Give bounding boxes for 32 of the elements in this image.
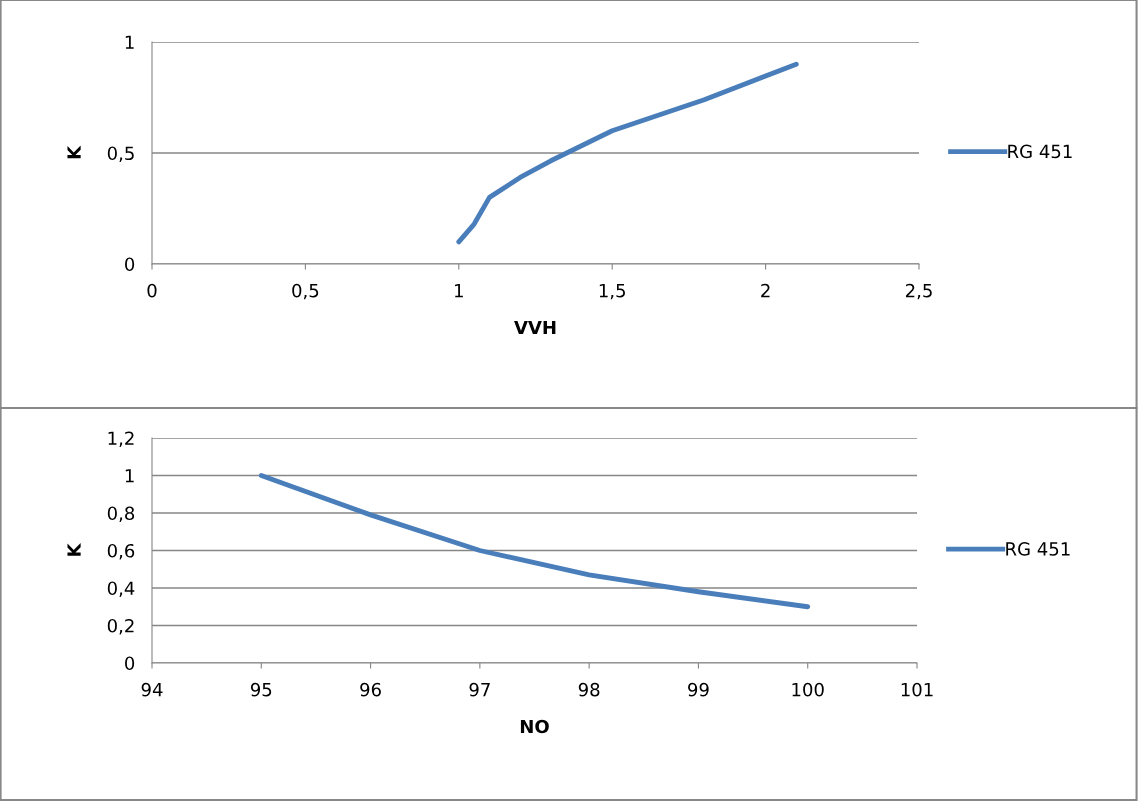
y-tick-label: 0,6 (107, 543, 135, 560)
x-tick-label: 99 (688, 682, 709, 697)
y-axis-title: K (67, 542, 81, 556)
y-tick-label: 0 (125, 656, 135, 671)
x-tick-label: 94 (141, 682, 163, 697)
x-axis-title: VVH (514, 320, 556, 335)
x-tick-label: 2 (761, 283, 770, 298)
x-tick-label: 0 (147, 283, 157, 298)
y-tick-label: 0,2 (107, 618, 134, 635)
legend-label: RG 451 (1008, 144, 1072, 159)
x-tick-label: 0,5 (292, 283, 319, 300)
x-tick-label: 2,5 (905, 283, 932, 300)
x-tick-label: 97 (469, 682, 490, 697)
y-tick-label: 0,5 (107, 146, 134, 162)
y-tick-label: 0 (125, 257, 135, 272)
x-tick-label: 1 (455, 284, 463, 298)
y-tick-label: 1 (125, 469, 134, 483)
line-series (258, 473, 811, 610)
x-tick-label: 95 (250, 682, 272, 697)
x-tick-label: 96 (360, 682, 381, 697)
x-tick-label: 100 (792, 682, 824, 697)
y-tick-label: 1,2 (108, 431, 134, 447)
line-series (456, 61, 799, 245)
y-tick-label: 0,4 (107, 581, 135, 597)
y-axis-title: K (67, 145, 81, 159)
legend-label: RG 451 (1006, 542, 1070, 556)
x-tick-label: 98 (578, 682, 600, 697)
x-tick-label: 101 (901, 682, 933, 697)
x-tick-label: 1,5 (599, 284, 625, 300)
y-tick-label: 1 (125, 35, 134, 49)
y-tick-label: 0,8 (107, 506, 135, 522)
x-axis-title: NO (520, 719, 549, 734)
